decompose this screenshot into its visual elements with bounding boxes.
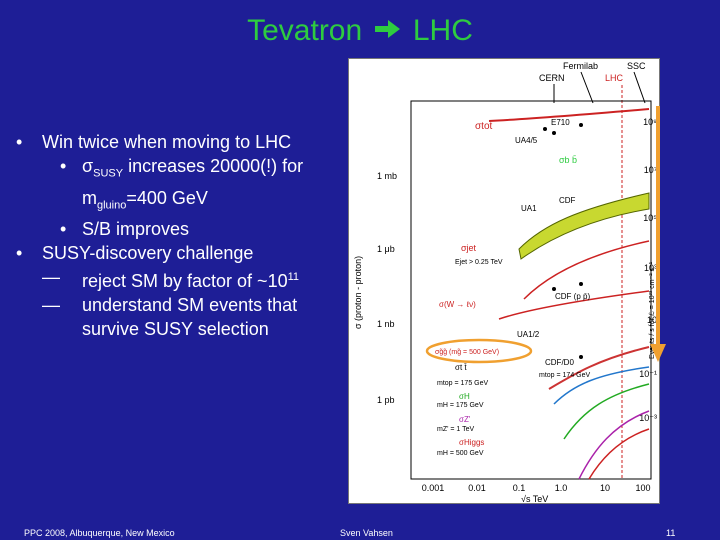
x-tick-0: 0.001 — [422, 483, 445, 493]
x-tick-3: 1.0 — [555, 483, 568, 493]
label-mtop-174: mtop = 174 GeV — [539, 372, 591, 379]
label-cdf-d0: CDF/D0 — [545, 358, 574, 367]
plot-frame — [410, 100, 652, 480]
cross-section-figure: Fermilab SSC CERN LHC σ (proton - proton… — [348, 58, 660, 504]
label-ssc: SSC — [627, 61, 646, 71]
bullet-win-twice: • Win twice when moving to LHC — [16, 132, 292, 152]
bullet-sb-improves: • S/B improves — [60, 219, 190, 240]
right-tick-1e3: 10³ — [644, 263, 657, 273]
label-sigma-h: σH — [459, 392, 470, 401]
label-sigma-tot: σtot — [475, 121, 493, 132]
footer-page-number: 11 — [666, 528, 676, 538]
right-tick-1em3: 10⁻³ — [639, 413, 657, 423]
left-tick-ub: 1 μb — [377, 244, 395, 254]
curve-sigma-tot — [488, 108, 650, 122]
data-points — [543, 123, 583, 359]
curve-sigma-h — [563, 383, 650, 440]
left-tick-pb: 1 pb — [377, 395, 395, 405]
curve-sigma-bb — [518, 192, 650, 260]
label-ua1: UA1 — [521, 204, 537, 213]
title-tevatron: Tevatron — [247, 14, 363, 47]
label-ua12: UA1/2 — [517, 330, 540, 339]
left-tick-nb: 1 nb — [377, 319, 395, 329]
highlight-ellipse — [425, 338, 533, 364]
label-sigma-bb: σb b̄ — [559, 155, 577, 165]
label-e710: E710 — [551, 118, 570, 127]
label-lhc: LHC — [605, 73, 624, 83]
curve-sigma-tt — [553, 366, 650, 405]
label-sigma-tt: σt t̄ — [455, 363, 467, 372]
label-fermilab: Fermilab — [563, 61, 598, 71]
curve-sigma-higgs — [588, 428, 650, 480]
label-sigma-jet: σjet — [461, 243, 477, 253]
right-tick-1em1: 10⁻¹ — [639, 369, 657, 379]
accelerator-arrows — [553, 71, 646, 104]
label-sigma-higgs: σHiggs — [459, 438, 484, 447]
bullet-list: • Win twice when moving to LHC • σSUSY i… — [14, 130, 354, 341]
label-sigma-gg: σg̃g̃ (mg̃ = 500 GeV) — [435, 349, 499, 356]
right-tick-10: 10 — [647, 315, 657, 325]
bullet-susy-challenge: • SUSY-discovery challenge — [16, 243, 254, 264]
label-mz-1tev: mZ' = 1 TeV — [437, 426, 475, 433]
x-tick-1: 0.01 — [468, 483, 486, 493]
label-mtop-175: mtop = 175 GeV — [437, 380, 489, 387]
label-sigma-w: σ(W → ℓν) — [439, 300, 476, 309]
label-cern: CERN — [539, 73, 565, 83]
label-cdf: CDF — [559, 196, 576, 205]
bullet-sigma-susy: • σSUSY increases 20000(!) for mgluino=4… — [60, 156, 304, 212]
footer-author: Sven Vahsen — [340, 528, 393, 538]
right-tick-1e7: 10⁷ — [644, 165, 657, 175]
left-tick-mb: 1 mb — [377, 171, 397, 181]
label-mh-175: mH = 175 GeV — [437, 402, 484, 409]
right-tick-1e9: 10⁹ — [643, 117, 657, 127]
left-axis-title: σ (proton - proton) — [353, 256, 363, 329]
footer-conference: PPC 2008, Albuquerque, New Mexico — [24, 528, 175, 538]
curve-sigma-gg — [548, 346, 650, 390]
curve-sigma-w — [498, 290, 650, 320]
slide-title: Tevatron LHC — [0, 14, 720, 48]
bullet-understand-sm: — understand SM events that survive SUSY… — [42, 295, 298, 340]
label-ua45: UA4/5 — [515, 136, 538, 145]
label-sigma-zprime: σZ' — [459, 415, 471, 424]
label-ejet: Ejet > 0.25 TeV — [455, 259, 503, 266]
label-mh-500: mH = 500 GeV — [437, 450, 484, 457]
curve-sigma-zprime — [578, 410, 650, 480]
x-axis-label: √s TeV — [521, 494, 548, 504]
x-tick-4: 10 — [600, 483, 610, 493]
right-axis-title: Events / s for ℒ = 10³³ cm⁻² s⁻¹ — [648, 261, 656, 359]
right-tick-1e5: 10⁵ — [643, 213, 657, 223]
highlight-arrow-icon — [650, 106, 666, 362]
x-tick-5: 100 — [635, 483, 650, 493]
label-cdf-ppbar: CDF (p p̄) — [555, 292, 590, 301]
bullet-reject-sm: — reject SM by factor of ~1011 — [42, 267, 300, 292]
title-lhc: LHC — [412, 14, 473, 47]
x-tick-2: 0.1 — [513, 483, 526, 493]
curve-sigma-jet — [523, 240, 650, 300]
arrow-right-icon — [374, 14, 401, 48]
